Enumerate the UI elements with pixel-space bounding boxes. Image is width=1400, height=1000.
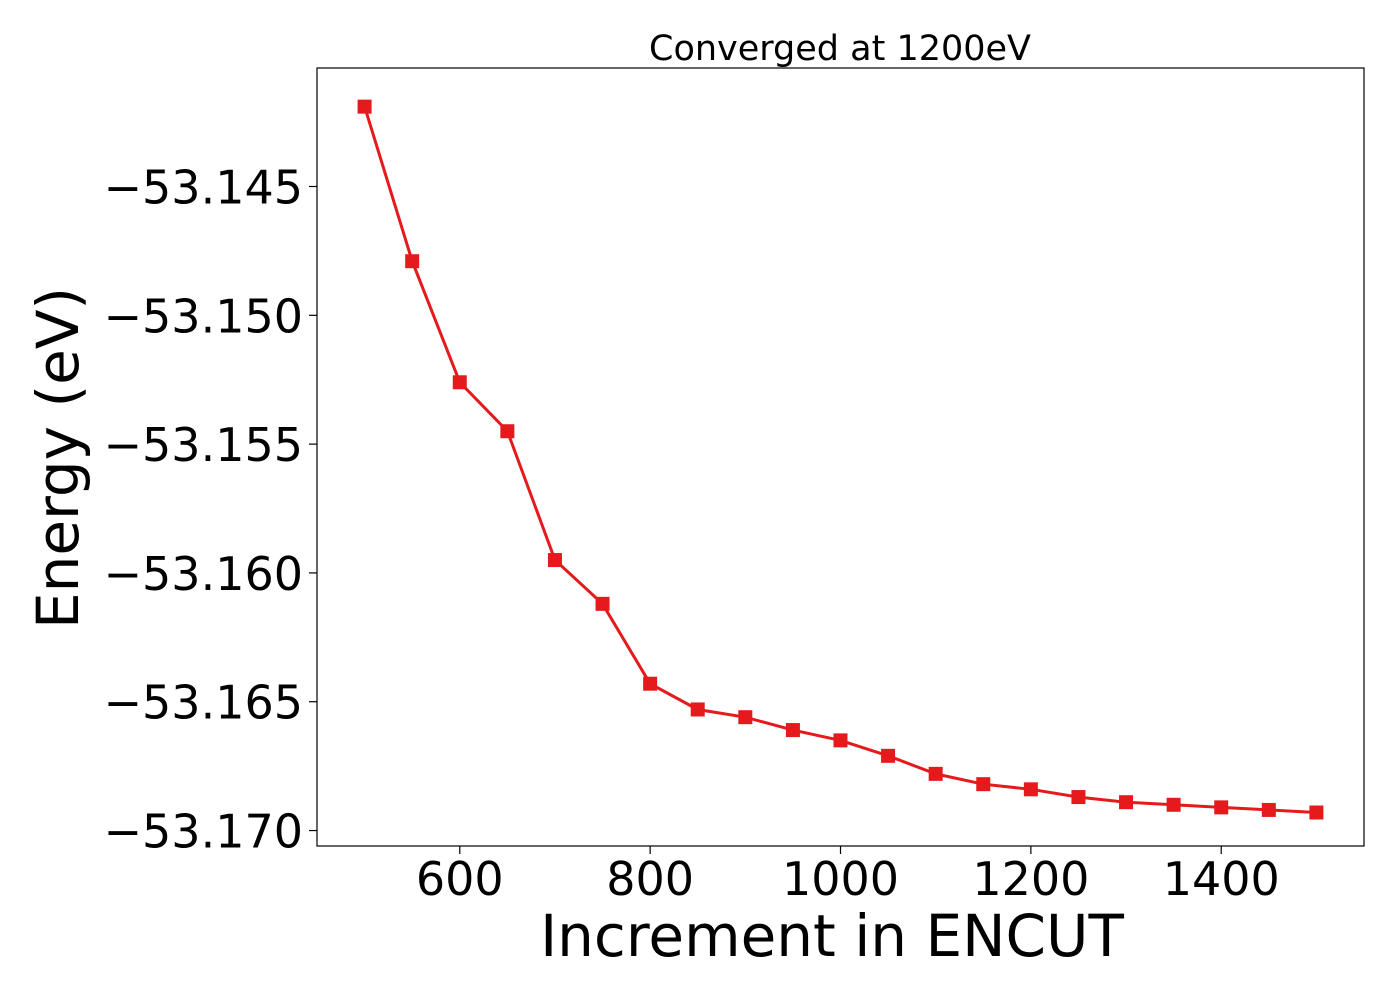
data-point-marker xyxy=(1214,800,1229,815)
y-tick-label: −53.160 xyxy=(104,547,304,601)
data-point-marker xyxy=(643,676,658,691)
plot-frame xyxy=(316,67,1365,847)
data-point-marker xyxy=(833,733,848,748)
data-point-marker xyxy=(1119,795,1134,810)
data-point-marker xyxy=(405,254,420,269)
data-point-marker xyxy=(595,596,610,611)
data-point-marker xyxy=(547,553,562,568)
x-tick-label: 1200 xyxy=(972,852,1089,906)
data-point-marker xyxy=(976,777,991,792)
y-tick-label: −53.165 xyxy=(104,676,304,730)
y-axis-ticks: −53.145 −53.150 −53.155 −53.160 −53.165 −53.1… xyxy=(104,161,317,859)
data-point-marker xyxy=(1071,790,1086,805)
x-tick-label: 1000 xyxy=(782,852,899,906)
plot-series xyxy=(357,99,1324,820)
y-tick-label: −53.170 xyxy=(104,805,304,859)
data-point-marker xyxy=(1309,805,1324,820)
data-point-marker xyxy=(357,99,372,114)
data-point-marker xyxy=(785,723,800,738)
data-point-marker xyxy=(690,702,705,717)
y-tick-label: −53.150 xyxy=(104,289,304,343)
data-point-marker xyxy=(500,424,515,439)
data-point-marker xyxy=(1023,782,1038,797)
x-tick-label: 1400 xyxy=(1163,852,1280,906)
x-axis-ticks: 600 800 1000 1200 1400 xyxy=(416,846,1280,906)
x-axis-label: Increment in ENCUT xyxy=(540,902,1124,970)
data-point-marker xyxy=(1261,802,1276,817)
data-point-marker xyxy=(881,748,896,763)
y-tick-label: −53.145 xyxy=(104,161,304,215)
y-tick-label: −53.155 xyxy=(104,418,304,472)
data-point-marker xyxy=(738,710,753,725)
data-point-marker xyxy=(1166,797,1181,812)
series-line xyxy=(363,106,1317,814)
x-tick-label: 600 xyxy=(416,852,504,906)
data-point-marker xyxy=(928,766,943,781)
data-point-marker xyxy=(452,375,467,390)
y-axis-label: Energy (eV) xyxy=(24,287,92,629)
chart-title: Converged at 1200eV xyxy=(649,29,1031,69)
x-tick-label: 800 xyxy=(606,852,694,906)
